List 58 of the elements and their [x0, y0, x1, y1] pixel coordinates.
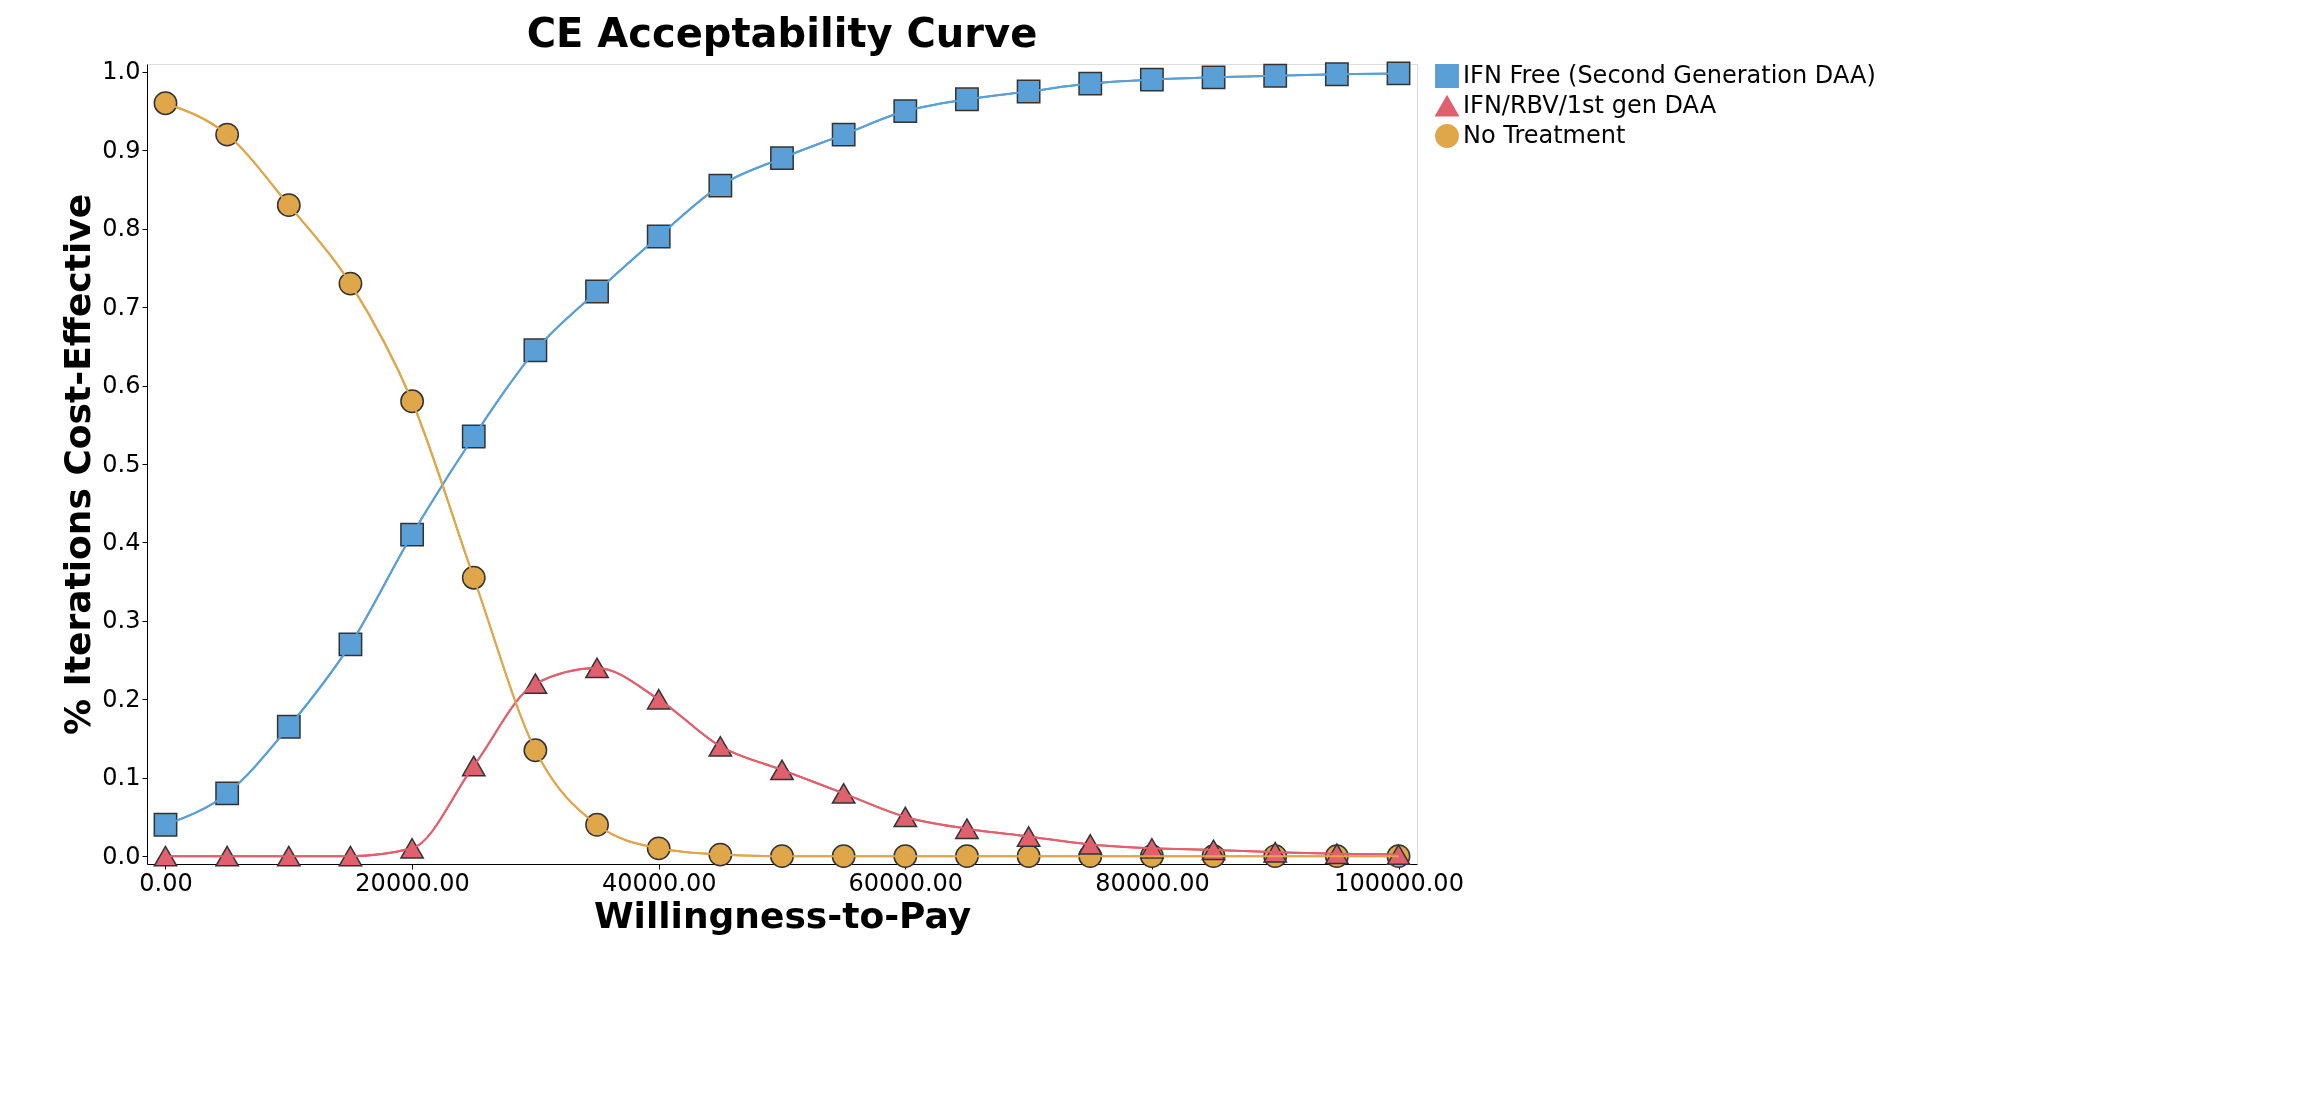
point — [831, 782, 856, 804]
y-tick-label: 0.9 — [102, 135, 141, 164]
point — [831, 122, 856, 147]
x-axis-title: Willingness-to-Pay — [593, 894, 972, 936]
point — [215, 781, 240, 806]
y-tick-label: 1.0 — [102, 57, 141, 86]
x-tick-label: 80000.00 — [1095, 868, 1210, 897]
point — [400, 522, 425, 547]
y-tick-label: 0.1 — [102, 763, 141, 792]
point — [523, 338, 548, 363]
point — [338, 845, 363, 867]
point — [955, 818, 979, 840]
point — [461, 565, 486, 590]
x-tick-label: 60000.00 — [848, 868, 964, 897]
point — [1324, 62, 1349, 87]
x-tick-label: 100000.00 — [1334, 868, 1464, 897]
point — [276, 193, 301, 218]
y-axis-title: % Iterations Cost-Effective — [57, 193, 99, 736]
y-tick-label: 0.3 — [102, 606, 141, 635]
point — [770, 146, 794, 171]
y-tick-label: 0.8 — [102, 214, 141, 243]
point — [1016, 826, 1041, 847]
x-tick-label: 40000.00 — [601, 868, 717, 897]
y-tick-label: 0.4 — [102, 527, 141, 556]
point — [770, 844, 794, 869]
point — [215, 122, 240, 147]
point — [215, 845, 240, 867]
point — [400, 837, 425, 859]
point — [153, 812, 178, 837]
point — [1078, 71, 1103, 96]
point — [153, 91, 178, 116]
point — [276, 714, 301, 739]
legend-label: IFN Free (Second Generation DAA) — [1463, 61, 1876, 89]
point — [831, 844, 856, 869]
point — [400, 389, 425, 414]
point — [153, 845, 178, 867]
y-tick-label: 0.6 — [102, 371, 141, 400]
point — [1139, 67, 1164, 92]
point — [893, 99, 918, 123]
legend-label: IFN/RBV/1st gen DAA — [1463, 91, 1717, 119]
y-tick-label: 0.7 — [102, 292, 141, 321]
chart-title: CE Acceptability Curve — [526, 10, 1038, 57]
point — [276, 845, 301, 867]
point — [1263, 63, 1288, 88]
x-tick-label: 0.00 — [139, 868, 193, 897]
y-tick-label: 0.0 — [102, 841, 141, 870]
point — [646, 688, 671, 710]
point — [955, 87, 979, 112]
point — [1386, 61, 1411, 86]
point — [708, 735, 733, 757]
y-tick-label: 0.5 — [102, 449, 141, 478]
point — [955, 844, 979, 869]
y-tick-label: 0.2 — [102, 684, 141, 713]
x-tick-label: 20000.00 — [355, 868, 470, 897]
point — [1078, 833, 1103, 855]
point — [893, 844, 918, 869]
point — [585, 812, 609, 837]
legend-label: No Treatment — [1463, 121, 1626, 149]
